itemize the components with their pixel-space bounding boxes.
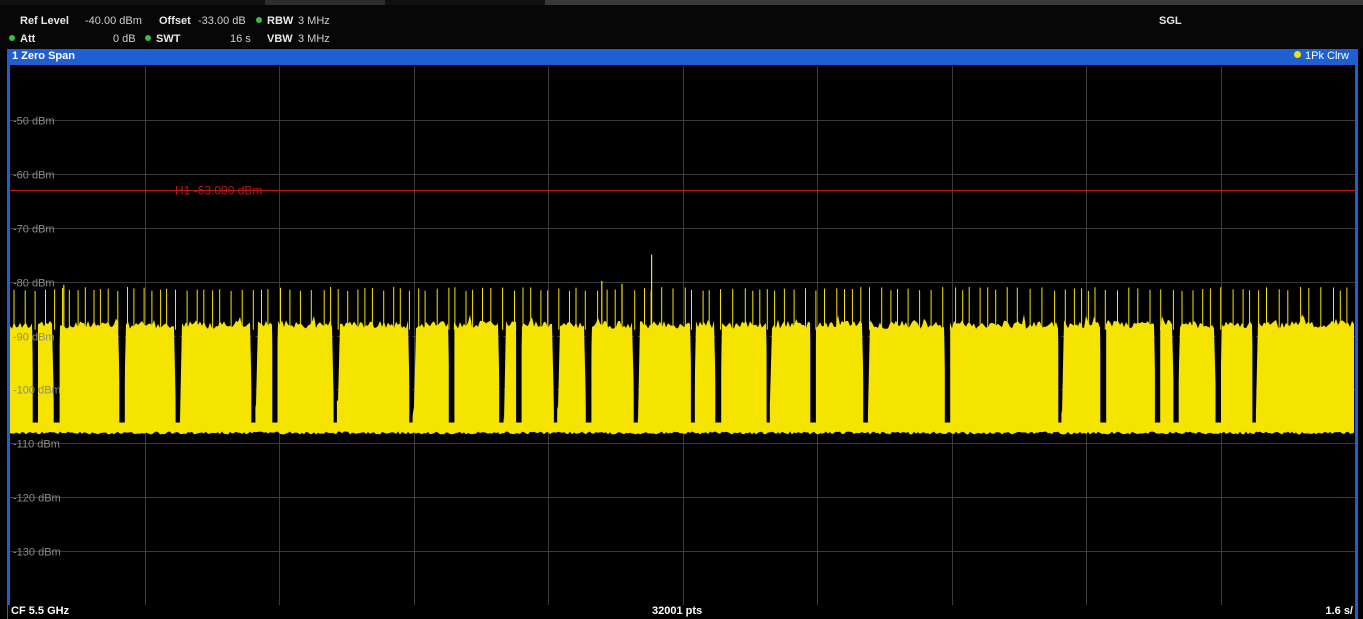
time-per-division[interactable]: 1.6 s/ bbox=[1325, 605, 1353, 617]
trace-gap bbox=[863, 329, 868, 423]
trace-gap bbox=[810, 329, 816, 423]
trace-gap bbox=[1058, 329, 1062, 423]
vbw-value[interactable]: 3 MHz bbox=[298, 33, 330, 45]
y-tick-label: -120 dBm bbox=[13, 493, 61, 505]
trace-gap bbox=[32, 329, 38, 423]
trace-gap bbox=[119, 329, 125, 423]
y-tick-label: -70 dBm bbox=[13, 224, 55, 236]
swt-value[interactable]: 16 s bbox=[230, 33, 251, 45]
rbw-value[interactable]: 3 MHz bbox=[298, 15, 330, 27]
swt-label[interactable]: SWT bbox=[156, 33, 181, 45]
trace-gap bbox=[448, 329, 455, 423]
trace-gap bbox=[251, 329, 256, 423]
y-tick-label: -110 dBm bbox=[13, 439, 60, 451]
y-tick-label: -100 dBm bbox=[13, 385, 61, 397]
window-right-border bbox=[1355, 49, 1358, 619]
y-tick-label: -90 dBm bbox=[13, 332, 55, 344]
trace-label: 1Pk Clrw bbox=[1304, 50, 1349, 62]
trace-gap bbox=[553, 329, 558, 423]
trace-gap bbox=[272, 329, 278, 423]
trace-1 bbox=[10, 254, 1354, 435]
y-tick-label: -50 dBm bbox=[13, 116, 55, 128]
header-top-strip bbox=[0, 0, 1363, 5]
window-left-border bbox=[7, 49, 10, 619]
rbw-label[interactable]: RBW bbox=[267, 15, 294, 27]
offset-value[interactable]: -33.00 dB bbox=[198, 15, 246, 27]
ref-level-value[interactable]: -40.00 dBm bbox=[85, 15, 142, 27]
trace-gap bbox=[53, 329, 60, 423]
trace-gap bbox=[1154, 329, 1161, 423]
center-frequency[interactable]: CF 5.5 GHz bbox=[11, 605, 70, 617]
att-label[interactable]: Att bbox=[20, 33, 36, 45]
swt-coupled-indicator-icon bbox=[145, 35, 151, 41]
trace-gap bbox=[333, 329, 337, 423]
trace-burst-fill bbox=[10, 314, 1354, 435]
rbw-coupled-indicator-icon bbox=[256, 17, 262, 23]
trace-gap bbox=[516, 329, 522, 423]
offset-label[interactable]: Offset bbox=[159, 15, 191, 27]
trace-gap bbox=[766, 329, 770, 423]
trace-color-icon bbox=[1293, 51, 1301, 58]
trace-gap bbox=[499, 329, 504, 423]
diagram-footer: CF 5.5 GHz 32001 pts 1.6 s/ bbox=[8, 605, 1355, 619]
att-coupled-indicator-icon bbox=[9, 35, 15, 41]
settings-header: Ref Level -40.00 dBm Offset -33.00 dB RB… bbox=[0, 0, 1363, 48]
vbw-label[interactable]: VBW bbox=[267, 33, 293, 45]
h1-line-group: H1 -63.000 dBm bbox=[10, 184, 1355, 198]
y-tick-label: -60 dBm bbox=[13, 170, 55, 182]
zero-span-chart[interactable]: -50 dBm -60 dBm -70 dBm -80 dBm -90 dBm -100 … bbox=[10, 66, 1355, 605]
trace-gap bbox=[944, 329, 951, 423]
ref-level-label[interactable]: Ref Level bbox=[20, 15, 69, 27]
y-tick-label: -80 dBm bbox=[13, 278, 55, 290]
diagram-area[interactable]: -50 dBm -60 dBm -70 dBm -80 dBm -90 dBm -100 … bbox=[10, 66, 1355, 605]
trace-gap bbox=[1173, 329, 1179, 423]
y-axis-labels: -50 dBm -60 dBm -70 dBm -80 dBm -90 dBm -100 … bbox=[13, 116, 61, 559]
window-title: 1 Zero Span bbox=[12, 50, 75, 62]
y-tick-label: -130 dBm bbox=[13, 547, 61, 559]
sweep-mode-indicator[interactable]: SGL bbox=[1159, 15, 1182, 27]
trace-gap bbox=[715, 329, 722, 423]
trace-gap bbox=[409, 329, 413, 423]
trace-gap bbox=[690, 329, 695, 423]
trace-gap bbox=[1215, 329, 1221, 423]
window-title-bar[interactable]: 1 Zero Span 1Pk Clrw bbox=[8, 49, 1355, 65]
trace-gap bbox=[585, 329, 592, 423]
trace-gap bbox=[1100, 329, 1107, 423]
trace-gap bbox=[175, 329, 180, 423]
trace-info[interactable]: 1Pk Clrw bbox=[1293, 50, 1349, 62]
h1-line-label: H1 -63.000 dBm bbox=[175, 184, 262, 198]
sweep-points[interactable]: 32001 pts bbox=[652, 605, 703, 617]
att-value[interactable]: 0 dB bbox=[113, 33, 136, 45]
trace-gap bbox=[633, 329, 638, 423]
trace-gap bbox=[1252, 329, 1256, 423]
